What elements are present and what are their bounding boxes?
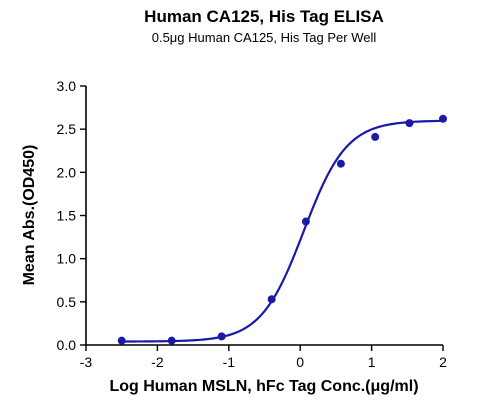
data-point [301,217,310,226]
y-tick-label: 2.0 [57,164,77,180]
y-axis-title: Mean Abs.(OD450) [21,145,38,286]
data-points [117,114,447,345]
y-tick-label: 1.5 [57,208,77,224]
x-tick-label: 1 [368,354,376,370]
x-tick-label: 0 [296,354,304,370]
fit-curve [121,119,444,343]
data-point [267,295,276,304]
x-tick-label: -2 [151,354,164,370]
y-tick-label: 1.0 [57,251,77,267]
x-tick-label: -3 [80,354,93,370]
x-ticks: -3 -2 -1 0 1 2 [80,345,447,370]
data-point [336,159,345,168]
chart-subtitle: 0.5μg Human CA125, His Tag Per Well [152,30,377,45]
data-point [439,114,447,123]
data-point [371,132,380,141]
y-tick-label: 0.0 [57,337,77,353]
y-tick-label: 3.0 [57,78,77,94]
data-point [217,332,226,341]
y-tick-label: 2.5 [57,121,77,137]
chart-title: Human CA125, His Tag ELISA [144,7,384,26]
data-point [405,119,414,128]
x-axis-title: Log Human MSLN, hFc Tag Conc.(μg/ml) [109,378,418,395]
y-ticks: 0.0 0.5 1.0 1.5 2.0 2.5 3.0 [57,78,86,353]
x-tick-label: 2 [439,354,447,370]
data-point [117,336,126,345]
y-tick-label: 0.5 [57,294,77,310]
data-point [167,336,176,345]
x-tick-label: -1 [223,354,236,370]
